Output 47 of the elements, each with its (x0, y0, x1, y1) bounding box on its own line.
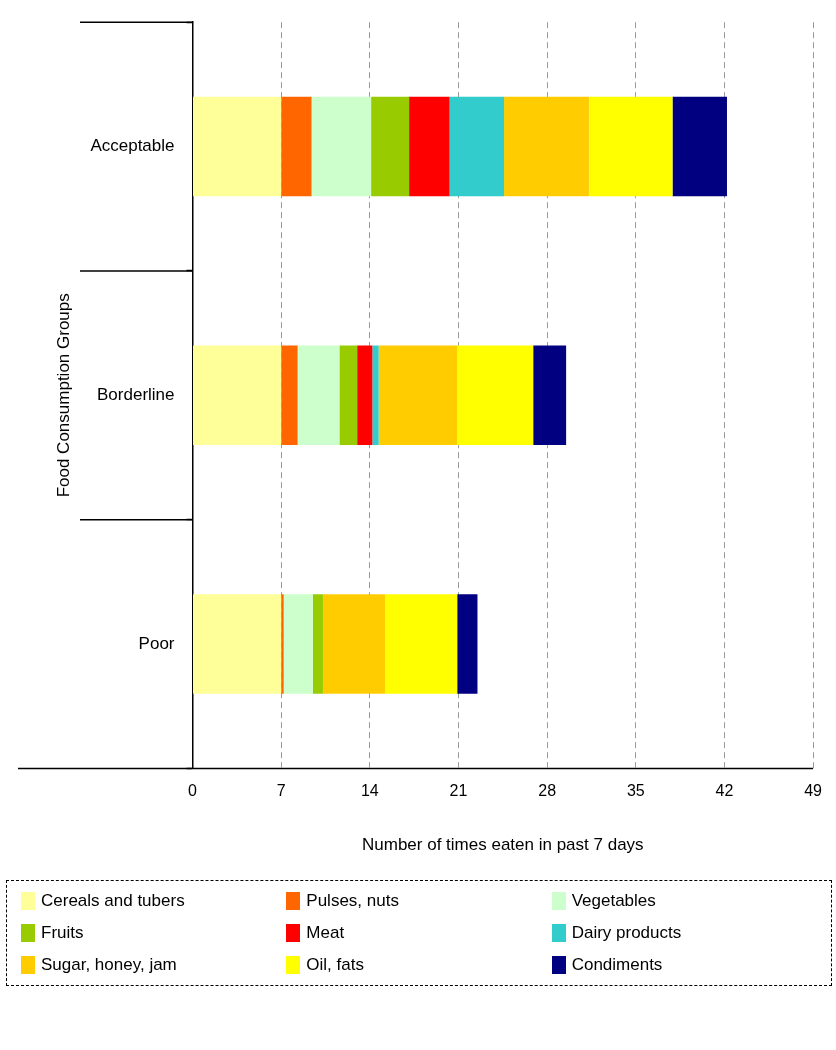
y-tick-label: Borderline (97, 384, 175, 404)
x-tick-label: 0 (188, 782, 198, 800)
bar (371, 96, 410, 197)
legend-label: Dairy products (571, 923, 682, 943)
x-tick-label: 42 (715, 782, 734, 800)
x-tick-label: 35 (626, 782, 645, 800)
x-tick-label: 49 (804, 782, 823, 800)
x-tick-label: 21 (449, 782, 468, 800)
bar (322, 594, 386, 694)
bar (297, 345, 340, 446)
x-tick-label: 28 (538, 782, 557, 800)
bar (385, 594, 458, 694)
x-tick-label: 7 (276, 782, 286, 800)
legend-label: Condiments (571, 955, 663, 975)
bar (457, 594, 478, 694)
bar (311, 96, 372, 197)
bar (339, 345, 358, 446)
bar (281, 96, 312, 197)
bar (357, 345, 373, 446)
bar (193, 96, 282, 197)
legend-label: Cereals and tubers (41, 891, 185, 911)
legend-label: Sugar, honey, jam (41, 955, 177, 975)
bar (193, 594, 282, 694)
bar (533, 345, 567, 446)
bar (409, 96, 450, 197)
y-tick-label: Poor (138, 633, 175, 653)
x-axis-title: Number of times eaten in past 7 days (362, 835, 644, 855)
bar (504, 96, 589, 197)
bar (193, 345, 282, 446)
bar (588, 96, 673, 197)
bar (312, 594, 323, 694)
bar (378, 345, 458, 446)
bar (457, 345, 534, 446)
legend-label: Oil, fats (306, 955, 364, 975)
bar (672, 96, 727, 197)
legend-label: Meat (306, 923, 345, 943)
bar (283, 594, 313, 694)
bar (372, 345, 379, 446)
legend-label: Pulses, nuts (306, 891, 399, 911)
legend-label: Vegetables (571, 891, 656, 911)
bar (281, 345, 298, 446)
y-axis-title: Food Consumption Groups (53, 293, 73, 498)
y-tick-label: Acceptable (90, 136, 175, 156)
bar (281, 594, 284, 694)
legend-label: Fruits (41, 923, 84, 943)
bar (449, 96, 505, 197)
x-tick-label: 14 (360, 782, 379, 800)
